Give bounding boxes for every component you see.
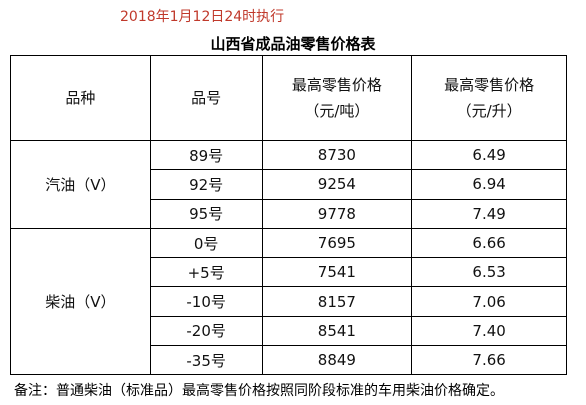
table-cell: 0号 xyxy=(149,227,263,259)
table-cell: -35号 xyxy=(149,345,263,376)
header-cell: 最高零售价格 （元/吨） xyxy=(261,55,413,141)
table-cell: 7695 xyxy=(261,227,413,259)
table-cell: 7.06 xyxy=(411,286,567,317)
table-cell: 6.66 xyxy=(411,227,567,259)
header-text: （元/升） xyxy=(456,102,522,120)
category-cell: 汽油（Ⅴ） xyxy=(10,140,151,229)
header-text: 品种 xyxy=(65,89,96,107)
table-cell: 9254 xyxy=(261,169,413,200)
header-text: 最高零售价格 xyxy=(291,76,382,94)
header-cell: 品种 xyxy=(10,55,151,141)
footnote: 备注：普通柴油（标准品）最高零售价格按照同阶段标准的车用柴油价格确定。 xyxy=(14,383,504,399)
price-table: 品种 品号 最高零售价格 （元/吨） 最高零售价格 （元/升） 汽油（Ⅴ） 89号 8730 6… xyxy=(10,55,567,376)
table-cell: 9778 xyxy=(261,198,413,229)
header-text: 品号 xyxy=(191,89,222,107)
table-cell: 7541 xyxy=(261,257,413,288)
table-row: -20号 8541 7.40 xyxy=(11,315,567,347)
table-cell: -10号 xyxy=(149,286,263,317)
table-cell: 7.49 xyxy=(411,198,567,229)
header-row: 品种 品号 最高零售价格 （元/吨） 最高零售价格 （元/升） xyxy=(10,55,567,141)
table-cell: -20号 xyxy=(149,315,263,347)
table-row: -10号 8157 7.06 xyxy=(11,286,567,317)
table-cell: 8730 xyxy=(261,139,413,171)
table-cell: 92号 xyxy=(149,169,263,200)
table-cell: 8541 xyxy=(261,315,413,347)
table-body: 汽油（Ⅴ） 89号 8730 6.49 92号 9254 6.94 95号 9778 7.49 柴油… xyxy=(10,139,567,376)
category-cell: 柴油（Ⅴ） xyxy=(10,227,151,376)
table-cell: 6.94 xyxy=(411,169,567,200)
table-cell: 6.53 xyxy=(411,257,567,288)
table-cell: 95号 xyxy=(149,198,263,229)
table-row: -35号 8849 7.66 xyxy=(11,345,567,376)
table-cell: 6.49 xyxy=(411,139,567,171)
table-row: 95号 9778 7.49 xyxy=(11,198,567,229)
date-note: 2018年1月12日24时执行 xyxy=(120,9,285,25)
table-cell: 7.66 xyxy=(411,345,567,376)
header-text: （元/吨） xyxy=(304,102,370,120)
table-row: 汽油（Ⅴ） 89号 8730 6.49 xyxy=(10,139,567,229)
table-cell: 7.40 xyxy=(411,315,567,347)
table-row: 92号 9254 6.94 xyxy=(11,169,567,200)
header-cell: 品号 xyxy=(149,55,263,141)
table-cell: +5号 xyxy=(149,257,263,288)
table-cell: 8849 xyxy=(261,345,413,376)
table-row: 柴油（Ⅴ） 0号 7695 6.66 xyxy=(10,227,567,376)
table-title: 山西省成品油零售价格表 xyxy=(210,35,376,53)
header-cell: 最高零售价格 （元/升） xyxy=(411,55,567,141)
table-cell: 89号 xyxy=(149,139,263,171)
header-text: 最高零售价格 xyxy=(444,76,535,94)
table-row: +5号 7541 6.53 xyxy=(11,257,567,288)
table-cell: 8157 xyxy=(261,286,413,317)
